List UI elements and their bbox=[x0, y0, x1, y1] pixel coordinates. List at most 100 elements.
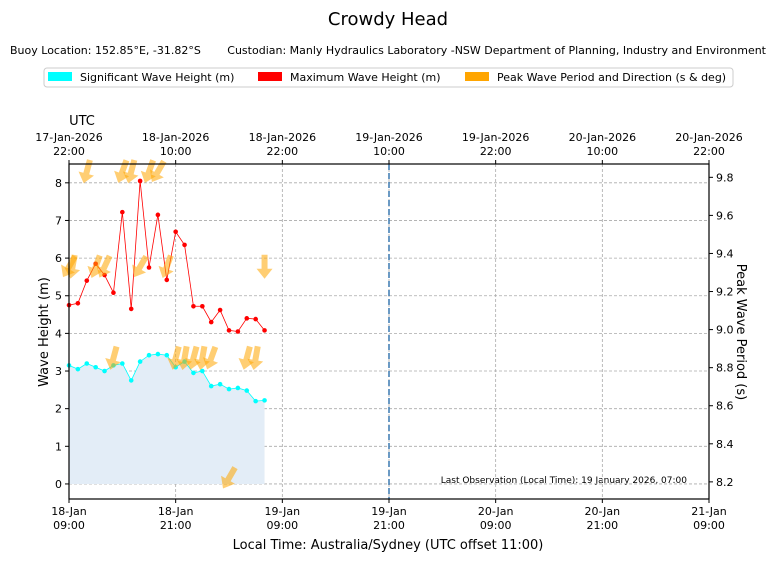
significant-height-point bbox=[235, 385, 241, 391]
significant-height-point bbox=[244, 388, 250, 393]
y2-tick-label: 9.8 bbox=[716, 171, 734, 184]
maximum-height-point bbox=[146, 265, 152, 270]
significant-height-point bbox=[146, 352, 152, 358]
significant-height-point bbox=[137, 359, 143, 364]
y2-tick-label: 8.4 bbox=[716, 438, 734, 451]
significant-height-point bbox=[102, 368, 107, 374]
utc-tick-time: 22:00 bbox=[480, 145, 512, 158]
significant-height-point bbox=[155, 351, 161, 357]
maximum-height-point bbox=[75, 300, 81, 306]
legend-swatch-period bbox=[465, 72, 489, 81]
peak-direction-arrow bbox=[221, 466, 238, 489]
y2-axis-label: Peak Wave Period (s) bbox=[733, 264, 748, 400]
utc-tick-date: 20-Jan-2026 bbox=[569, 131, 637, 144]
x-tick-time: 21:00 bbox=[160, 519, 192, 532]
legend: Significant Wave Height (m) Maximum Wave… bbox=[43, 67, 734, 88]
utc-tick-date: 17-Jan-2026 bbox=[35, 131, 103, 144]
maximum-height-point bbox=[111, 290, 116, 296]
last-observation-note: Last Observation (Local Time): 19 Januar… bbox=[441, 476, 688, 486]
y-axis-label: Wave Height (m) bbox=[37, 277, 52, 387]
maximum-height-point bbox=[173, 229, 178, 235]
y-tick-label: 6 bbox=[55, 252, 62, 265]
maximum-height-point bbox=[200, 303, 205, 309]
x-tick-date: 21-Jan bbox=[691, 505, 727, 518]
maximum-height-point bbox=[137, 178, 143, 184]
significant-height-point bbox=[164, 352, 170, 358]
x-tick-date: 18-Jan bbox=[158, 505, 194, 518]
maximum-height-point bbox=[128, 306, 134, 312]
maximum-height-point bbox=[244, 316, 250, 321]
maximum-height-point bbox=[253, 316, 258, 322]
significant-height-point bbox=[191, 370, 196, 376]
maximum-height-point bbox=[226, 328, 232, 333]
y-tick-label: 0 bbox=[55, 478, 62, 491]
y2-tick-label: 8.6 bbox=[716, 400, 734, 413]
x-tick-date: 19-Jan bbox=[371, 505, 407, 518]
y-tick-label: 8 bbox=[55, 177, 62, 190]
y2-tick-label: 8.8 bbox=[716, 362, 734, 375]
x-tick-date: 18-Jan bbox=[51, 505, 87, 518]
y-tick-label: 7 bbox=[55, 214, 62, 227]
maximum-height-point bbox=[182, 242, 187, 248]
peak-direction-arrow bbox=[132, 254, 149, 278]
utc-tick-time: 10:00 bbox=[373, 145, 405, 158]
maximum-height-point bbox=[120, 209, 125, 215]
utc-tick-time: 22:00 bbox=[53, 145, 85, 158]
utc-tick-time: 10:00 bbox=[160, 145, 192, 158]
maximum-height-point bbox=[164, 277, 170, 283]
significant-height-area bbox=[69, 354, 265, 484]
x-tick-time: 09:00 bbox=[266, 519, 298, 532]
utc-tick-date: 20-Jan-2026 bbox=[675, 131, 743, 144]
peak-direction-arrow bbox=[247, 345, 264, 370]
y2-tick-label: 9.6 bbox=[716, 209, 734, 222]
y-tick-label: 4 bbox=[55, 327, 62, 340]
x-tick-time: 09:00 bbox=[693, 519, 725, 532]
legend-frame bbox=[43, 67, 734, 88]
peak-direction-arrow bbox=[96, 254, 113, 278]
peak-direction-arrow bbox=[78, 159, 94, 184]
utc-tick-date: 18-Jan-2026 bbox=[142, 131, 210, 144]
buoy-location: Buoy Location: 152.85°E, -31.82°S bbox=[10, 44, 201, 57]
y2-tick-label: 8.2 bbox=[716, 476, 734, 489]
y-tick-label: 3 bbox=[55, 365, 62, 378]
maximum-height-point bbox=[217, 307, 223, 313]
utc-tick-time: 10:00 bbox=[586, 145, 618, 158]
x-tick-time: 09:00 bbox=[480, 519, 512, 532]
plot-content: 0 1 2 3 4 5 6 7 8 8.2 8.4 8.6 8.8 9.0 9.2 9.4 9.6 9.8 18-J… bbox=[35, 131, 743, 532]
x-tick-date: 20-Jan bbox=[585, 505, 621, 518]
y2-tick-label: 9.0 bbox=[716, 324, 734, 337]
legend-swatch-significant bbox=[48, 72, 72, 81]
peak-direction-arrow bbox=[158, 254, 174, 279]
x-tick-time: 21:00 bbox=[373, 519, 405, 532]
legend-label-period: Peak Wave Period and Direction (s & deg) bbox=[497, 71, 726, 84]
y-tick-label: 2 bbox=[55, 403, 62, 416]
y-tick-label: 1 bbox=[55, 440, 62, 453]
maximum-height-point bbox=[84, 278, 90, 283]
legend-label-maximum: Maximum Wave Height (m) bbox=[290, 71, 441, 84]
peak-direction-arrow bbox=[64, 254, 81, 279]
peak-direction-arrow bbox=[167, 345, 183, 370]
x-tick-date: 19-Jan bbox=[265, 505, 301, 518]
x-tick-time: 09:00 bbox=[53, 519, 85, 532]
utc-tick-time: 22:00 bbox=[266, 145, 298, 158]
chart-title: Crowdy Head bbox=[328, 9, 448, 30]
maximum-height-point bbox=[208, 319, 214, 325]
x-axis-label: Local Time: Australia/Sydney (UTC offset… bbox=[233, 538, 544, 553]
utc-tick-time: 22:00 bbox=[693, 145, 725, 158]
maximum-height-point bbox=[235, 329, 241, 334]
significant-height-point bbox=[93, 364, 98, 370]
maximum-height-point bbox=[262, 328, 267, 333]
utc-tick-date: 18-Jan-2026 bbox=[249, 131, 317, 144]
peak-direction-arrow bbox=[122, 159, 139, 184]
significant-height-point bbox=[208, 383, 214, 389]
y-tick-label: 5 bbox=[55, 290, 62, 303]
y2-tick-label: 9.4 bbox=[716, 247, 734, 260]
significant-height-point bbox=[200, 368, 205, 374]
maximum-height-point bbox=[155, 212, 161, 218]
utc-tick-date: 19-Jan-2026 bbox=[355, 131, 423, 144]
x-tick-time: 21:00 bbox=[586, 519, 618, 532]
significant-height-point bbox=[75, 366, 81, 372]
peak-direction-arrow bbox=[256, 254, 273, 279]
custodian: Custodian: Manly Hydraulics Laboratory -… bbox=[227, 44, 766, 57]
